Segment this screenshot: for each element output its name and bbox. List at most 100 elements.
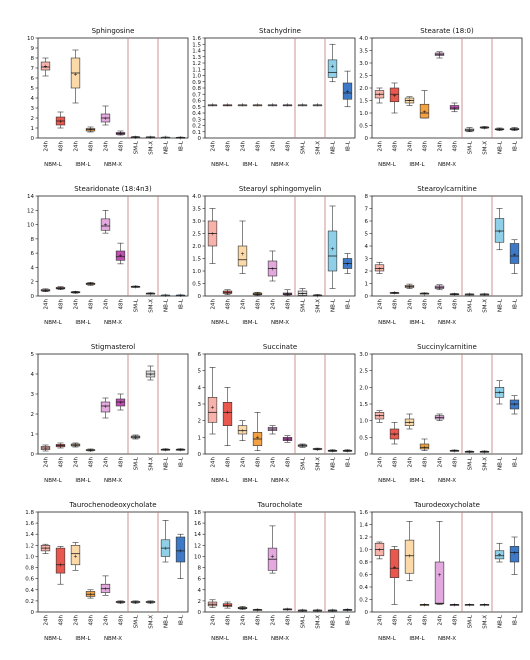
y-tick-label: 1.0 [192, 74, 201, 80]
y-tick-label: 7 [365, 207, 369, 213]
panel-7: Succinate 0 1 2 3 4 5 6 +24h +48h +24h +48h +24h +48h… [198, 343, 356, 484]
y-tick-label: 1.5 [359, 402, 368, 408]
box [207, 397, 218, 423]
y-tick-label: 0 [31, 452, 35, 458]
mean-marker: + [512, 253, 516, 259]
mean-marker: + [73, 72, 77, 78]
mean-marker: + [392, 93, 396, 99]
mean-marker: + [148, 135, 152, 141]
mean-marker: + [118, 131, 122, 137]
y-tick-label: 0.9 [192, 80, 201, 86]
box [70, 545, 81, 566]
mean-marker: + [452, 602, 456, 608]
mean-marker: + [285, 607, 289, 613]
x-tick-label: 24h [241, 140, 247, 151]
x-tick-label: 48h [453, 298, 459, 309]
mean-marker: + [482, 292, 486, 298]
box [419, 103, 430, 119]
y-tick-label: 5 [365, 232, 369, 238]
mean-marker: + [407, 420, 411, 426]
mean-marker: + [345, 261, 349, 267]
x-tick-label: NB-L [164, 456, 170, 470]
y-tick-label: 12 [194, 543, 201, 549]
x-tick-label: 24h [378, 140, 384, 151]
mean-marker: + [163, 293, 167, 299]
mean-marker: + [178, 447, 182, 453]
y-tick-label: 6 [198, 577, 202, 583]
x-tick-label: 24h [74, 614, 80, 625]
y-tick-label: 1.0 [359, 419, 368, 425]
x-tick-label: IB-L [346, 140, 352, 151]
panel-title: Stachydrine [259, 27, 301, 35]
mean-marker: + [58, 563, 62, 569]
box [327, 59, 338, 78]
y-tick-label: 6 [365, 219, 369, 225]
panel-10: Taurocholate024681012141618+24h+48h+24h+… [194, 501, 356, 642]
group-label: IBM-L [75, 320, 91, 326]
x-tick-label: 48h [119, 456, 125, 467]
x-tick-label: NB-L [498, 456, 504, 470]
mean-marker: + [240, 428, 244, 434]
box [509, 546, 520, 563]
group-label: NBM-X [438, 478, 456, 484]
mean-marker: + [497, 552, 501, 558]
mean-marker: + [315, 608, 319, 614]
x-tick-label: 48h [453, 614, 459, 625]
x-tick-label: NB-L [498, 614, 504, 628]
y-tick-label: 1 [365, 282, 369, 288]
x-tick-label: 24h [104, 298, 110, 309]
mean-marker: + [58, 443, 62, 449]
group-label: NBM-L [378, 320, 397, 326]
mean-marker: + [73, 443, 77, 449]
group-label: IBM-L [409, 320, 425, 326]
group-label: NBM-L [211, 162, 230, 168]
box [494, 218, 505, 243]
y-tick-label: 1.5 [192, 257, 201, 263]
group-label: IBM-L [242, 636, 258, 642]
y-tick-label: 2 [31, 280, 35, 286]
group-label: NBM-L [44, 320, 63, 326]
y-tick-label: 2 [198, 419, 202, 425]
x-tick-label: SM-L [134, 614, 140, 628]
y-tick-label: 0.8 [25, 566, 34, 572]
mean-marker: + [452, 448, 456, 454]
mean-marker: + [315, 293, 319, 299]
y-tick-label: 3.0 [359, 352, 368, 358]
y-tick-label: 6 [198, 352, 202, 358]
mean-marker: + [422, 110, 426, 116]
x-tick-label: IB-L [179, 456, 185, 467]
x-tick-label: 24h [438, 140, 444, 151]
mean-marker: + [377, 92, 381, 98]
x-tick-label: NB-L [164, 614, 170, 628]
x-tick-label: IB-L [346, 298, 352, 309]
x-tick-label: NB-L [498, 298, 504, 312]
group-label: NBM-X [104, 478, 122, 484]
y-tick-label: 0 [365, 136, 369, 142]
x-tick-label: 48h [423, 140, 429, 151]
mean-marker: + [133, 600, 137, 606]
x-tick-label: SM-L [301, 614, 307, 628]
x-tick-label: 24h [241, 456, 247, 467]
y-tick-label: 0 [365, 294, 369, 300]
box [100, 218, 111, 231]
mean-marker: + [73, 554, 77, 560]
y-tick-label: 4.0 [359, 36, 368, 42]
mean-marker: + [225, 603, 229, 609]
group-label: IBM-L [409, 636, 425, 642]
x-tick-label: NB-L [498, 140, 504, 154]
x-tick-label: 48h [89, 298, 95, 309]
y-tick-label: 0.6 [192, 99, 201, 105]
mean-marker: + [43, 546, 47, 552]
plot-frame [37, 511, 189, 613]
group-label: NBM-X [438, 320, 456, 326]
x-tick-label: 48h [226, 614, 232, 625]
y-tick-label: 2.0 [359, 385, 368, 391]
mean-marker: + [452, 292, 456, 298]
x-tick-label: 24h [241, 614, 247, 625]
y-tick-label: 1 [198, 435, 202, 441]
panel-2: Stearate (18:0) 0 0.5 1.0 1.5 2.0 2.5 3.0 3.5 4.0… [359, 27, 523, 168]
mean-marker: + [148, 291, 152, 297]
box [40, 61, 51, 71]
box [419, 443, 430, 450]
